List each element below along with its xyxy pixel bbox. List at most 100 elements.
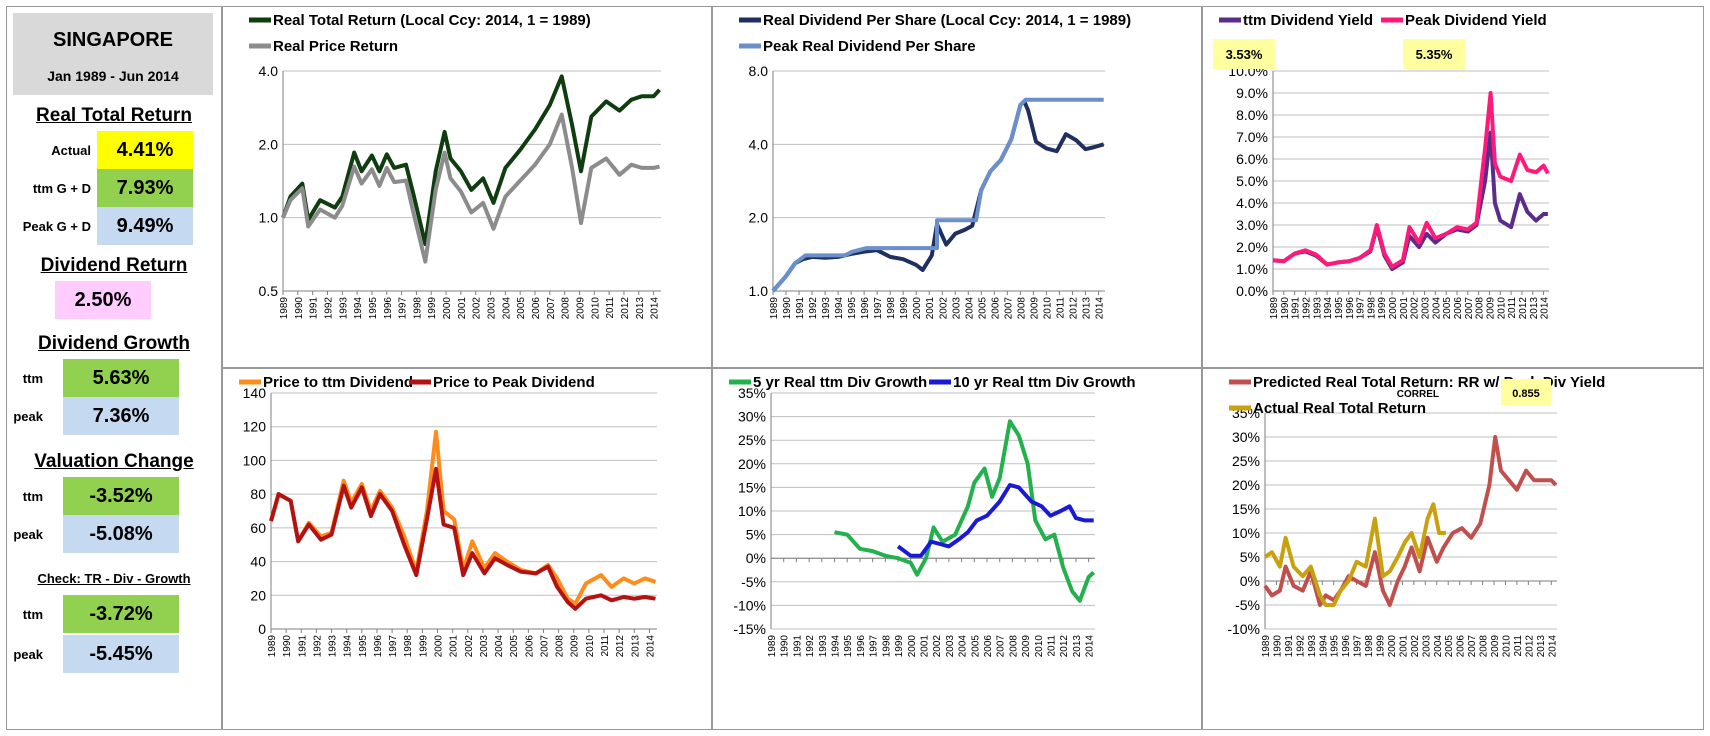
x-tick-label: 2003 xyxy=(1421,297,1432,320)
chart-panel-predicted-return: 35% 30% 25% 20% 15% 10% 5% 0% -5% -10% 1989 1990 199… xyxy=(1202,368,1704,730)
y-tick-label: 0.5 xyxy=(259,283,279,299)
x-tick-label: 1990 xyxy=(782,297,793,320)
x-tick-label: 1998 xyxy=(881,635,892,658)
y-tick-label: 1.0 xyxy=(259,210,279,226)
x-tick-label: 2009 xyxy=(1485,297,1496,320)
x-tick-label: 2002 xyxy=(472,297,483,320)
x-tick-label: 1994 xyxy=(831,635,842,658)
check-ttm-value: -3.72% xyxy=(63,595,179,633)
x-tick-label: 1996 xyxy=(383,297,394,320)
series-line-2 xyxy=(281,112,660,264)
y-tick-label: 4.0 xyxy=(749,136,769,152)
x-tick-label: 2001 xyxy=(1399,297,1410,320)
x-tick-label: 1996 xyxy=(860,297,871,320)
check-peak-label: peak xyxy=(13,647,43,662)
x-tick-label: 1992 xyxy=(1301,297,1312,320)
x-tick-label: 2002 xyxy=(1410,297,1421,320)
y-tick-label: 40 xyxy=(250,554,266,570)
x-tick-label: 1989 xyxy=(1269,297,1280,320)
series-line-2 xyxy=(896,483,1094,558)
x-tick-label: 2011 xyxy=(1513,635,1524,657)
y-tick-label: 30% xyxy=(1232,429,1260,445)
actual-label: Actual xyxy=(51,143,91,158)
x-tick-label: 2009 xyxy=(1490,635,1501,658)
x-tick-label: 1991 xyxy=(297,635,308,658)
x-tick-label: 1996 xyxy=(856,635,867,658)
x-tick-label: 1994 xyxy=(834,297,845,320)
x-tick-label: 1995 xyxy=(1334,297,1345,320)
series-line-2 xyxy=(269,466,656,611)
x-tick-label: 1997 xyxy=(873,297,884,320)
series-line-1 xyxy=(281,74,661,246)
x-tick-label: 2000 xyxy=(907,635,918,658)
dividend-growth-chart: 35%30%25%20%15%10%5%0%-5%-10%-15%1989 199… xyxy=(729,374,1136,658)
x-tick-label: 2014 xyxy=(1094,297,1105,320)
x-tick-label: 2009 xyxy=(570,635,581,658)
y-tick-label: 2.0% xyxy=(1236,239,1268,255)
x-tick-label: 2011 xyxy=(605,297,616,319)
legend-label-1: 5 yr Real ttm Div Growth xyxy=(753,374,927,391)
x-tick-label: 1994 xyxy=(1323,297,1334,320)
chart-panel-div-growth: 35% 30% 25% 20% 15% 10% 5% 0% -5% -10% -15% 1989 199… xyxy=(712,368,1202,730)
y-tick-label: -10% xyxy=(1227,621,1260,637)
y-tick-label: 8.0 xyxy=(749,63,769,79)
y-tick-label: -15% xyxy=(733,621,766,637)
x-tick-label: 2005 xyxy=(1444,635,1455,658)
peak-yield-value: 5.35% xyxy=(1416,47,1453,62)
x-tick-label: 2009 xyxy=(1029,297,1040,320)
x-tick-label: 2008 xyxy=(1016,297,1027,320)
x-tick-label: 2005 xyxy=(970,635,981,658)
x-tick-label: 2007 xyxy=(1464,297,1475,320)
dividend-yield-chart: 10.0%9.0%8.0%7.0%6.0%5.0%4.0%3.0%2.0%1.0… xyxy=(1213,12,1551,320)
x-tick-label: 2013 xyxy=(1536,635,1547,658)
y-tick-label: 20 xyxy=(250,587,266,603)
x-tick-label: 1997 xyxy=(1356,297,1367,320)
x-tick-label: 2001 xyxy=(457,297,468,320)
x-tick-label: 1989 xyxy=(769,297,780,320)
check-heading: Check: TR - Div - Growth xyxy=(37,571,191,586)
x-tick-label: 2005 xyxy=(516,297,527,320)
x-tick-label: 2013 xyxy=(1081,297,1092,320)
dg-peak-label: peak xyxy=(13,409,43,424)
series-line-2 xyxy=(1272,91,1550,269)
x-tick-label: 2013 xyxy=(1529,297,1540,320)
x-tick-label: 2012 xyxy=(615,635,626,658)
x-tick-label: 1990 xyxy=(1272,635,1283,658)
x-tick-label: 2008 xyxy=(561,297,572,320)
x-tick-label: 2004 xyxy=(501,297,512,320)
x-tick-label: 2010 xyxy=(1042,297,1053,320)
x-tick-label: 1994 xyxy=(353,297,364,320)
correl-value: 0.855 xyxy=(1512,388,1540,400)
x-tick-label: 2001 xyxy=(449,635,460,658)
correl-box xyxy=(1501,379,1551,405)
x-tick-label: 2000 xyxy=(1388,297,1399,320)
x-tick-label: 1989 xyxy=(279,297,290,320)
legend-label-1: Real Dividend Per Share (Local Ccy: 2014… xyxy=(763,12,1131,29)
y-tick-label: 2.0 xyxy=(259,136,279,152)
y-tick-label: 1.0% xyxy=(1236,261,1268,277)
x-tick-label: 1998 xyxy=(886,297,897,320)
y-tick-label: 10% xyxy=(1232,525,1260,541)
x-tick-label: 2007 xyxy=(539,635,550,658)
x-tick-label: 1992 xyxy=(323,297,334,320)
x-tick-label: 1989 xyxy=(767,635,778,658)
x-tick-label: 2014 xyxy=(1540,297,1551,320)
x-tick-label: 2013 xyxy=(635,297,646,320)
x-tick-label: 1996 xyxy=(1345,297,1356,320)
legend-label-1: ttm Dividend Yield xyxy=(1243,12,1373,29)
title-box: SINGAPORE Jan 1989 - Jun 2014 xyxy=(13,13,213,95)
x-tick-label: 2013 xyxy=(1072,635,1083,658)
x-tick-label: 1993 xyxy=(338,297,349,320)
x-tick-label: 1998 xyxy=(412,297,423,320)
x-tick-label: 2003 xyxy=(1421,635,1432,658)
x-tick-label: 1997 xyxy=(869,635,880,658)
ttm-gd-value: 7.93% xyxy=(97,169,193,207)
y-tick-label: 25% xyxy=(1232,453,1260,469)
x-tick-label: 2004 xyxy=(1433,635,1444,658)
correl-label: CORREL xyxy=(1397,389,1439,400)
period-label: Jan 1989 - Jun 2014 xyxy=(47,68,179,84)
x-tick-label: 2014 xyxy=(1085,635,1096,658)
x-tick-label: 2004 xyxy=(1431,297,1442,320)
x-tick-label: 1995 xyxy=(847,297,858,320)
